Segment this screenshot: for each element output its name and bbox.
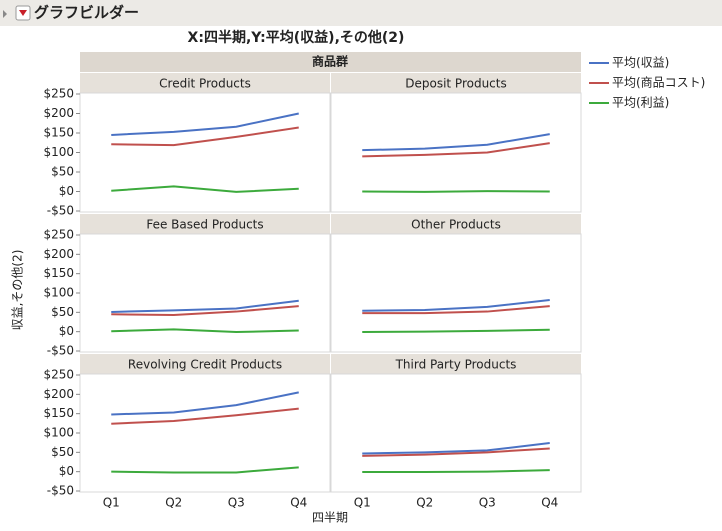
panel-header: [80, 73, 330, 93]
x-tick-label: Q2: [416, 496, 433, 510]
panel-header: [331, 354, 581, 374]
menu-icon: [19, 10, 27, 16]
y-tick-label: $100: [43, 286, 74, 300]
y-tick-label: $0: [59, 184, 74, 198]
series-line: [111, 126, 299, 147]
y-tick-label: $0: [59, 464, 74, 478]
series-line: [362, 469, 550, 474]
plot-area: [79, 373, 331, 493]
plot-area: [79, 233, 331, 353]
y-tick-label: $50: [51, 445, 74, 459]
panel-title: Third Party Products: [395, 358, 517, 372]
series-line: [362, 442, 550, 455]
panel-title: Credit Products: [159, 77, 251, 91]
legend-label: 平均(利益): [612, 96, 669, 110]
series-line: [111, 407, 299, 425]
y-tick-label: -$50: [47, 204, 74, 218]
series-line: [111, 112, 299, 136]
x-tick-label: Q4: [290, 496, 307, 510]
y-tick-label: -$50: [47, 344, 74, 358]
plot-area: [330, 233, 582, 353]
plot-area: [79, 92, 331, 213]
series-line: [111, 299, 299, 313]
y-tick-label: -$50: [47, 484, 74, 498]
series-line: [362, 133, 550, 152]
legend-label: 平均(商品コスト): [612, 75, 705, 90]
window-title: グラフビルダー: [34, 4, 139, 22]
facet-header: [80, 52, 581, 72]
x-tick-label: Q3: [479, 496, 496, 510]
series-line: [111, 185, 299, 193]
x-tick-label: Q1: [354, 496, 371, 510]
series-line: [362, 328, 550, 334]
y-tick-label: $150: [43, 266, 74, 280]
series-line: [111, 391, 299, 416]
panel-header: [331, 214, 581, 234]
legend-label: 平均(収益): [612, 56, 669, 70]
series-line: [362, 298, 550, 312]
y-tick-label: $250: [43, 368, 74, 382]
y-axis-label: 収益,その他(2): [11, 250, 25, 331]
panel-header: [80, 214, 330, 234]
series-line: [362, 142, 550, 158]
x-tick-label: Q3: [228, 496, 245, 510]
series-line: [362, 447, 550, 457]
y-tick-label: $50: [51, 305, 74, 319]
series-line: [111, 328, 299, 334]
y-tick-label: $100: [43, 145, 74, 159]
y-tick-label: $50: [51, 165, 74, 179]
y-tick-label: $250: [43, 228, 74, 242]
panel-title: Fee Based Products: [146, 218, 263, 232]
y-tick-label: $150: [43, 406, 74, 420]
y-tick-label: $0: [59, 324, 74, 338]
series-line: [111, 305, 299, 317]
panel-header: [80, 354, 330, 374]
panel-title: Other Products: [411, 218, 501, 232]
panel-header: [331, 73, 581, 93]
collapse-icon[interactable]: [3, 10, 7, 18]
title-bar: [0, 0, 722, 26]
y-tick-label: $100: [43, 426, 74, 440]
y-tick-label: $200: [43, 247, 74, 261]
y-tick-label: $150: [43, 126, 74, 140]
y-tick-label: $200: [43, 387, 74, 401]
x-tick-label: Q2: [165, 496, 182, 510]
y-tick-label: $250: [43, 87, 74, 101]
x-tick-label: Q4: [541, 496, 558, 510]
x-tick-label: Q1: [103, 496, 120, 510]
chart-title: X:四半期,Y:平均(収益),その他(2): [188, 29, 405, 46]
panel-title: Deposit Products: [405, 77, 507, 91]
series-line: [362, 305, 550, 315]
facet-label: 商品群: [312, 54, 348, 69]
panel-title: Revolving Credit Products: [128, 358, 282, 372]
series-line: [362, 190, 550, 193]
series-line: [111, 466, 299, 474]
plot-area: [330, 92, 582, 213]
x-axis-label: 四半期: [312, 511, 348, 525]
plot-area: [330, 373, 582, 493]
y-tick-label: $200: [43, 106, 74, 120]
